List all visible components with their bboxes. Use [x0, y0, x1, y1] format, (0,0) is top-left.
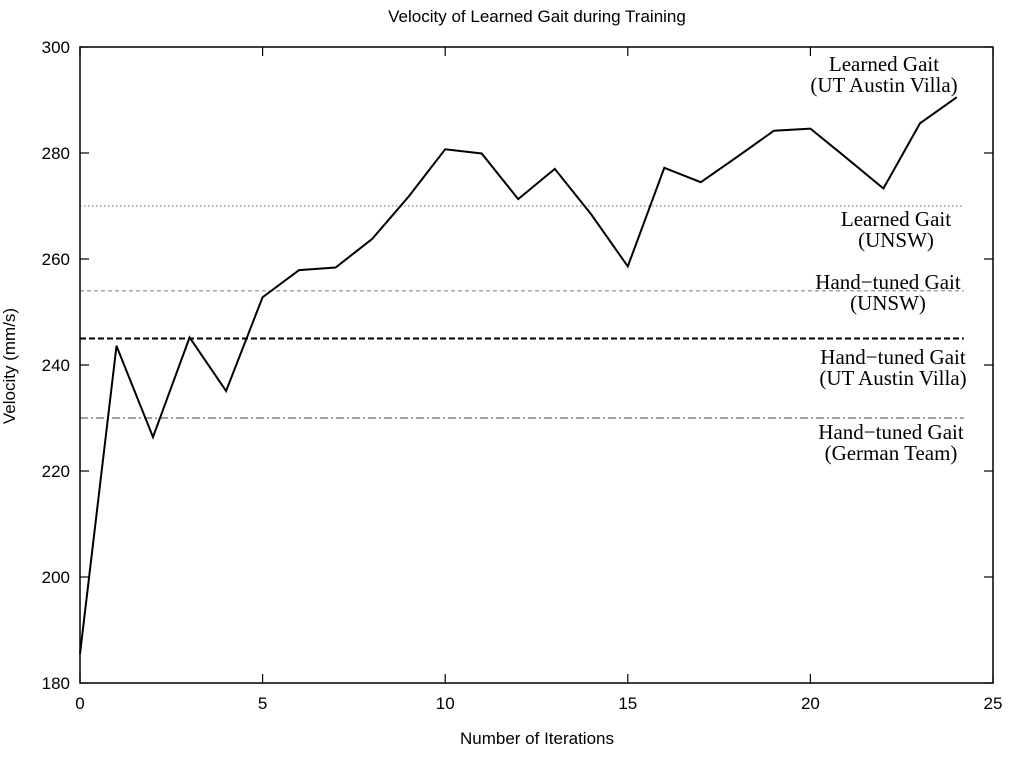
x-tick-label: 25: [984, 694, 1003, 713]
y-tick-label: 240: [42, 356, 70, 375]
reference-line-label: (German Team): [825, 441, 958, 465]
y-tick-label: 300: [42, 38, 70, 57]
y-tick-label: 260: [42, 250, 70, 269]
data-point: [225, 390, 227, 392]
x-tick-label: 15: [618, 694, 637, 713]
data-point: [262, 296, 264, 298]
data-point: [919, 122, 921, 124]
x-tick-label: 0: [75, 694, 84, 713]
chart-title: Velocity of Learned Gait during Training: [388, 7, 686, 26]
series-label: Learned Gait: [829, 52, 939, 76]
data-point: [152, 436, 154, 438]
y-tick-label: 220: [42, 462, 70, 481]
reference-line-label: Hand−tuned Gait: [820, 345, 966, 369]
y-tick-label: 180: [42, 674, 70, 693]
y-axis-label: Velocity (mm/s): [0, 308, 19, 424]
data-point: [444, 148, 446, 150]
data-point: [846, 157, 848, 159]
data-point: [115, 345, 118, 347]
reference-line-label: Learned Gait: [841, 207, 951, 231]
data-point: [371, 238, 373, 240]
data-point: [955, 96, 958, 98]
series-labels: Learned Gait(UNSW)Hand−tuned Gait(UNSW)H…: [810, 52, 966, 465]
reference-line-label: (UNSW): [858, 228, 934, 252]
data-point: [590, 213, 592, 216]
x-tick-label: 20: [801, 694, 820, 713]
data-point: [773, 130, 775, 132]
x-tick-label: 10: [436, 694, 455, 713]
data-point: [700, 181, 702, 183]
data-point: [627, 265, 629, 268]
data-point: [736, 156, 738, 158]
data-point: [188, 336, 191, 339]
y-tick-label: 280: [42, 144, 70, 163]
data-point: [663, 167, 665, 169]
series-group: [79, 96, 958, 655]
axis-ticks: 180 200 220 240 260 280 300 0 5 10 15 20 25: [42, 38, 1003, 713]
data-point: [335, 266, 337, 269]
reference-line-label: Hand−tuned Gait: [815, 270, 961, 294]
y-tick-label: 200: [42, 568, 70, 587]
data-point: [408, 195, 410, 198]
plot-frame: [79, 46, 994, 684]
data-point: [809, 128, 812, 130]
reference-line-label: (UT Austin Villa): [819, 366, 966, 390]
reference-lines: [80, 205, 964, 419]
data-point: [882, 187, 885, 190]
reference-line-label: (UNSW): [850, 291, 926, 315]
data-point: [481, 152, 483, 155]
series-label: (UT Austin Villa): [810, 73, 957, 97]
reference-line-label: Hand−tuned Gait: [818, 420, 964, 444]
x-tick-label: 5: [258, 694, 267, 713]
data-point: [298, 269, 300, 271]
data-point: [517, 198, 519, 200]
x-axis-label: Number of Iterations: [460, 729, 614, 748]
data-point: [554, 168, 556, 170]
